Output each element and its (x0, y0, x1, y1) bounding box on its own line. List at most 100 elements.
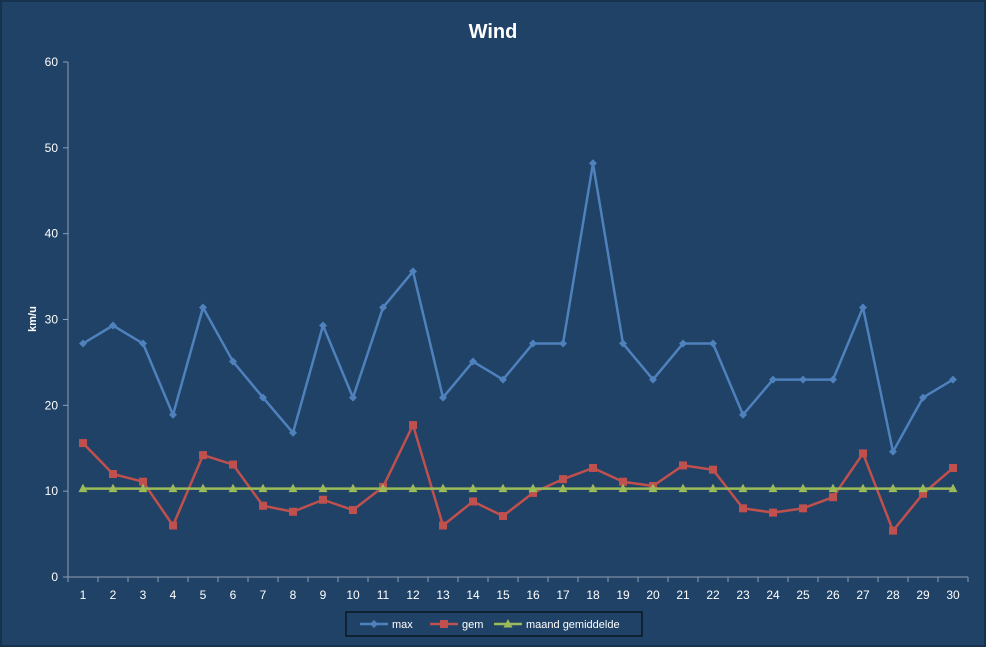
x-tick-label: 27 (856, 588, 870, 602)
data-point-max (109, 321, 117, 330)
x-tick-label: 1 (80, 588, 87, 602)
data-point-maand-gemiddelde (618, 483, 628, 493)
data-point-gem (169, 521, 177, 530)
data-point-maand-gemiddelde (468, 483, 478, 493)
data-point-max (889, 447, 897, 456)
data-point-max (919, 393, 927, 402)
data-point-gem (529, 488, 537, 497)
data-point-max (169, 410, 177, 419)
x-tick-label: 7 (260, 588, 267, 602)
data-point-max (949, 375, 957, 384)
data-point-maand-gemiddelde (498, 483, 508, 493)
data-point-max (619, 339, 627, 348)
data-point-max (229, 357, 237, 366)
data-point-maand-gemiddelde (738, 483, 748, 493)
data-point-max (199, 303, 207, 312)
legend-entry-max: max (360, 619, 413, 631)
data-point-maand-gemiddelde (678, 483, 688, 493)
data-point-max (259, 393, 267, 402)
data-point-gem (229, 460, 237, 469)
data-point-max (709, 339, 717, 348)
x-tick-label: 26 (826, 588, 840, 602)
data-point-gem (739, 504, 747, 513)
data-point-max (139, 339, 147, 348)
x-tick-label: 10 (346, 588, 360, 602)
series-gem (79, 421, 957, 535)
data-point-max (409, 267, 417, 276)
x-tick-label: 6 (230, 588, 237, 602)
data-point-maand-gemiddelde (108, 483, 118, 493)
data-point-maand-gemiddelde (708, 483, 718, 493)
data-point-max (649, 375, 657, 384)
data-point-maand-gemiddelde (918, 483, 928, 493)
data-point-maand-gemiddelde (258, 483, 268, 493)
y-axis-label: km/u (27, 306, 39, 332)
x-tick-label: 22 (706, 588, 720, 602)
legend-marker (370, 620, 378, 628)
data-point-max (829, 375, 837, 384)
x-tick-label: 5 (200, 588, 207, 602)
y-tick-label: 0 (51, 570, 58, 584)
data-point-gem (349, 506, 357, 515)
data-point-max (589, 159, 597, 168)
series-line-max (82, 162, 954, 453)
data-point-maand-gemiddelde (198, 483, 208, 493)
x-tick-label: 24 (766, 588, 780, 602)
data-point-max (319, 321, 327, 330)
data-point-maand-gemiddelde (798, 483, 808, 493)
data-point-max (559, 339, 567, 348)
x-tick-label: 9 (320, 588, 327, 602)
data-point-max (739, 410, 747, 419)
data-point-max (799, 375, 807, 384)
data-point-max (289, 428, 297, 437)
data-point-max (529, 339, 537, 348)
data-point-gem (559, 475, 567, 484)
data-point-gem (949, 463, 957, 472)
data-point-gem (199, 451, 207, 460)
data-point-max (859, 303, 867, 312)
chart-title: Wind (469, 21, 518, 43)
data-point-gem (919, 489, 927, 498)
x-tick-label: 25 (796, 588, 810, 602)
data-point-gem (79, 439, 87, 448)
legend-label: maand gemiddelde (526, 619, 620, 631)
x-tick-label: 21 (676, 588, 690, 602)
data-point-gem (679, 461, 687, 470)
x-tick-label: 23 (736, 588, 750, 602)
data-point-maand-gemiddelde (318, 483, 328, 493)
x-tick-label: 17 (556, 588, 570, 602)
data-point-gem (109, 470, 117, 478)
data-point-max (769, 375, 777, 384)
data-point-gem (259, 501, 267, 510)
data-point-max (499, 375, 507, 384)
data-point-max (349, 393, 357, 402)
x-tick-label: 29 (916, 588, 930, 602)
data-point-maand-gemiddelde (288, 483, 298, 493)
data-point-maand-gemiddelde (378, 483, 388, 493)
data-point-maand-gemiddelde (78, 483, 88, 493)
data-point-maand-gemiddelde (438, 483, 448, 493)
data-point-maand-gemiddelde (138, 483, 148, 493)
data-point-gem (139, 477, 147, 486)
data-point-maand-gemiddelde (348, 483, 358, 493)
data-point-gem (889, 526, 897, 535)
data-point-maand-gemiddelde (228, 483, 238, 493)
data-point-maand-gemiddelde (858, 483, 868, 493)
x-tick-label: 15 (496, 588, 510, 602)
legend-label: max (392, 619, 413, 631)
x-tick-label: 3 (140, 588, 147, 602)
data-point-max (439, 393, 447, 402)
data-point-gem (769, 508, 777, 517)
y-tick-label: 50 (45, 141, 59, 155)
legend-entry-gem: gem (430, 619, 483, 631)
data-point-maand-gemiddelde (768, 483, 778, 493)
series-max (79, 159, 957, 456)
series-maand-gemiddelde (78, 483, 958, 493)
data-point-gem (289, 507, 297, 516)
x-tick-label: 12 (406, 588, 420, 602)
y-tick-label: 10 (45, 484, 59, 498)
data-point-max (679, 339, 687, 348)
